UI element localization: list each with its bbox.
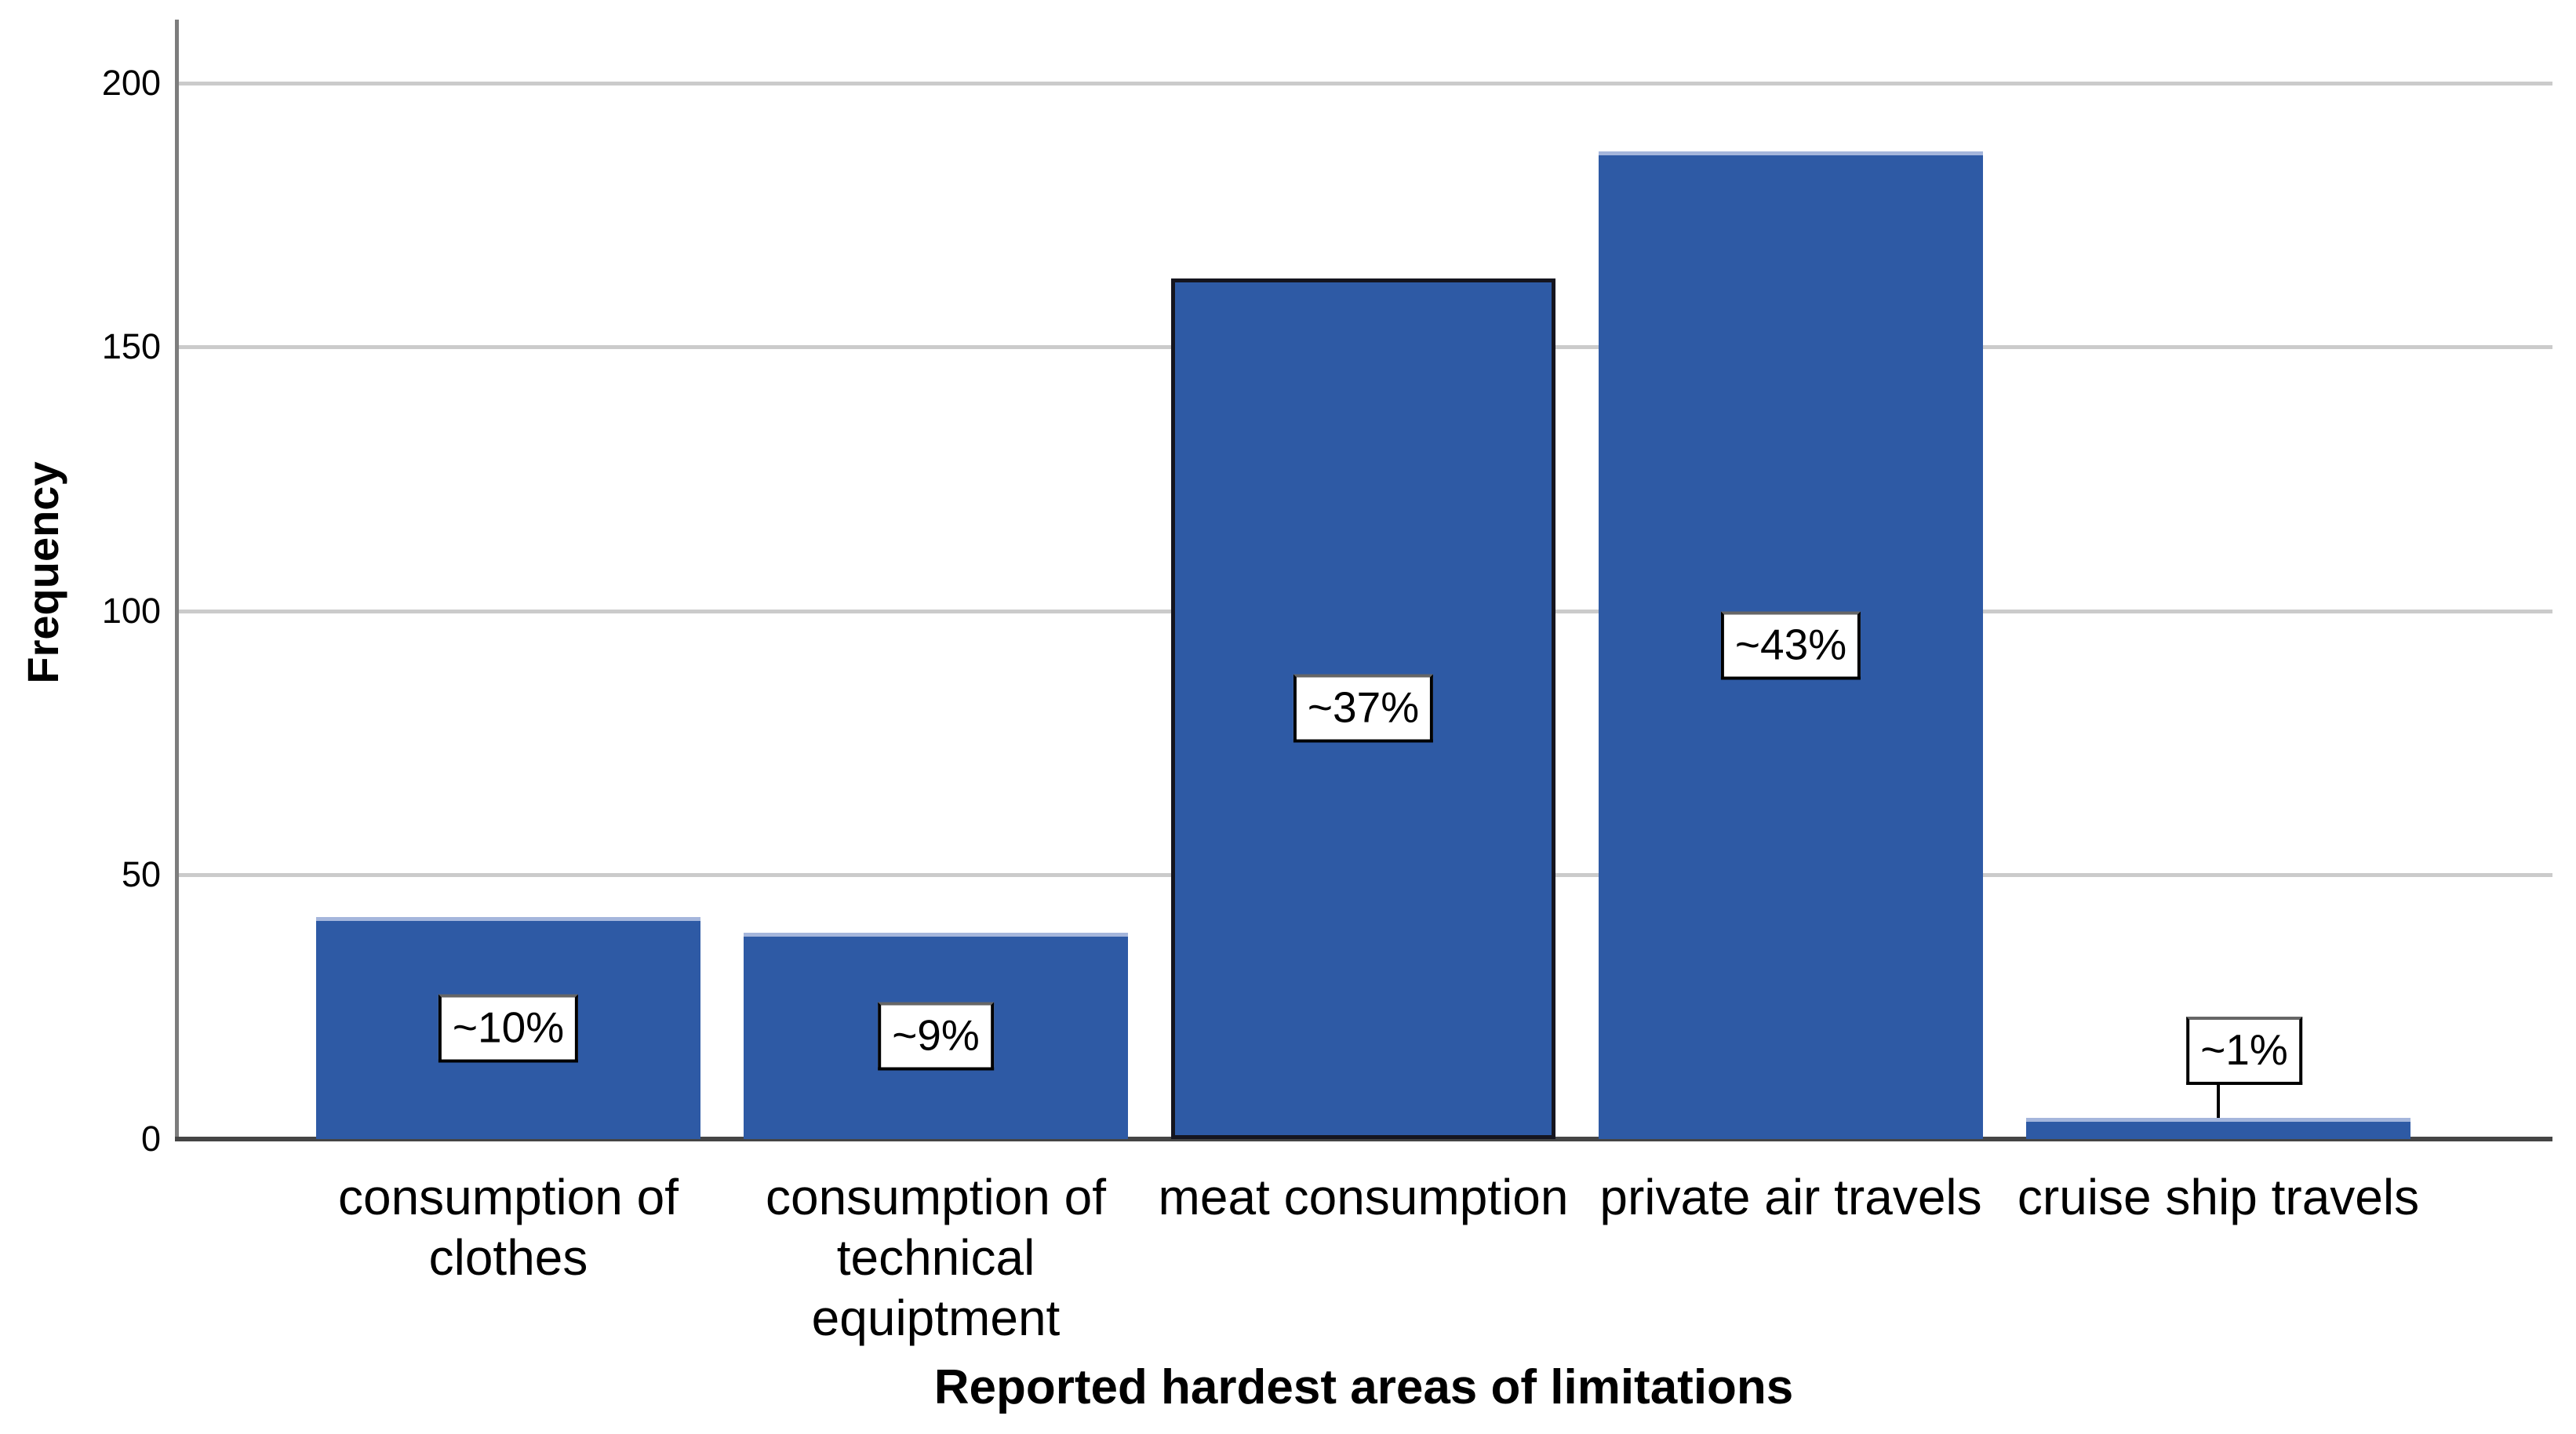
- y-tick-label: 50: [121, 854, 161, 895]
- label-connector-line: [2217, 1085, 2220, 1119]
- category-label: private air travels: [1599, 1169, 1982, 1225]
- y-tick-label: 200: [101, 62, 161, 103]
- category-label: consumption of technical equiptment: [765, 1169, 1107, 1346]
- bar-value-label: ~10%: [438, 994, 579, 1063]
- y-axis-title: Frequency: [18, 461, 67, 684]
- y-tick-label: 0: [140, 1119, 161, 1159]
- gridline: [175, 81, 2552, 86]
- y-tick-label: 100: [101, 590, 161, 631]
- category-label: cruise ship travels: [2017, 1169, 2420, 1225]
- x-axis-title: Reported hardest areas of limitations: [933, 1360, 1794, 1414]
- bar-value-label: ~9%: [878, 1002, 994, 1071]
- category-label: meat consumption: [1158, 1169, 1569, 1225]
- y-tick-label: 150: [101, 326, 161, 367]
- bar-value-label: ~43%: [1720, 611, 1861, 680]
- category-label: consumption of clothes: [337, 1169, 679, 1286]
- y-axis-line: [175, 20, 179, 1139]
- bar-value-label: ~37%: [1293, 674, 1434, 743]
- bar-5: [2026, 1118, 2410, 1139]
- plot-area: ~10% ~9% ~37% ~43% ~1%: [175, 20, 2552, 1141]
- x-axis-line: [175, 1137, 2552, 1141]
- bar-value-label: ~1%: [2186, 1017, 2302, 1086]
